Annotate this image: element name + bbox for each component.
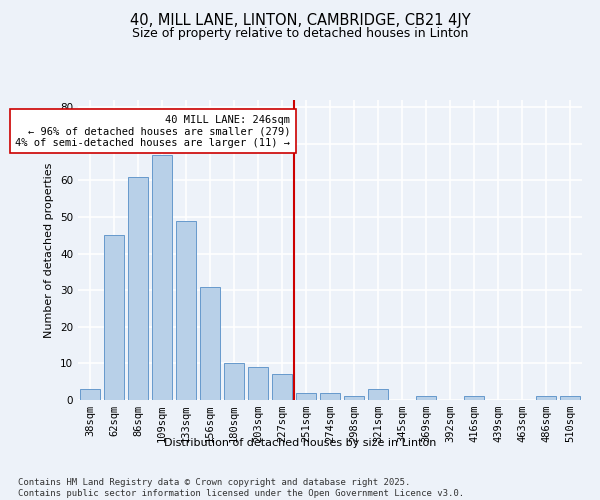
Bar (104, 236, 124, 400)
Bar (248, 367, 268, 400)
Bar (152, 155, 172, 400)
Bar (416, 396, 436, 400)
Bar (176, 220, 196, 400)
Y-axis label: Number of detached properties: Number of detached properties (44, 162, 55, 338)
Bar (224, 364, 244, 400)
Bar (344, 396, 364, 400)
Bar (128, 177, 148, 400)
Text: 40, MILL LANE, LINTON, CAMBRIDGE, CB21 4JY: 40, MILL LANE, LINTON, CAMBRIDGE, CB21 4… (130, 12, 470, 28)
Bar (296, 392, 316, 400)
Bar (536, 396, 556, 400)
Bar (464, 396, 484, 400)
Bar (80, 389, 100, 400)
Bar (560, 396, 580, 400)
Text: Distribution of detached houses by size in Linton: Distribution of detached houses by size … (164, 438, 436, 448)
Bar (368, 389, 388, 400)
Text: Contains HM Land Registry data © Crown copyright and database right 2025.
Contai: Contains HM Land Registry data © Crown c… (18, 478, 464, 498)
Text: Size of property relative to detached houses in Linton: Size of property relative to detached ho… (132, 28, 468, 40)
Text: 40 MILL LANE: 246sqm
← 96% of detached houses are smaller (279)
4% of semi-detac: 40 MILL LANE: 246sqm ← 96% of detached h… (16, 114, 290, 148)
Bar (320, 392, 340, 400)
Bar (272, 374, 292, 400)
Bar (200, 286, 220, 400)
